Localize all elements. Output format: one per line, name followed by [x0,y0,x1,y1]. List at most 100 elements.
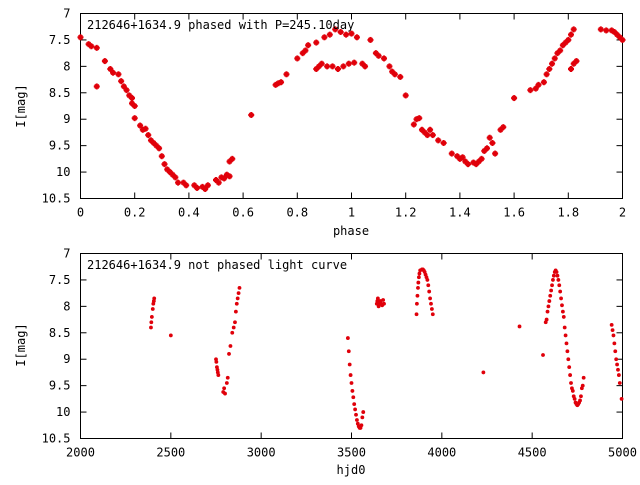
phased-data-point [93,83,100,90]
unphased-data-point [347,362,352,367]
phased-data-point [118,78,125,85]
phased-data-point [492,150,499,157]
phased-data-point [226,173,233,180]
phased-data-point [465,161,472,168]
unphased-plot-title: 212646+1634.9 not phased light curve [87,258,347,272]
unphased-y-tick-label: 10 [56,405,70,419]
phased-data-point [565,36,572,43]
phased-data-point [410,121,417,128]
phased-data-point [416,115,423,122]
unphased-data-point [228,344,233,348]
unphased-data-point [561,315,566,319]
unphased-x-tick-label: 3500 [337,446,366,460]
unphased-data-point [355,418,359,422]
unphased-data-point [581,375,586,380]
phased-data-point [326,31,333,38]
phased-data-point [294,55,301,62]
phased-data-point [158,153,165,160]
phased-data-point [570,26,577,33]
phased-data-point [429,132,436,139]
unphased-data-point [149,320,154,325]
phased-data-point [324,63,331,70]
unphased-data-point [517,324,522,329]
unphased-data-point [555,273,560,278]
unphased-data-point [609,322,614,327]
phased-data-point [302,47,309,54]
phased-data-point [486,134,493,141]
phased-data-point [172,174,179,181]
unphased-data-point [427,289,432,294]
phased-light-curve-panel: 0 0.2 0.4 0.6 0.8 1 1.2 1.4 1.6 1.8 2 7 7.5 8 8.5 9 9.5 1… [14,7,626,239]
unphased-data-point [612,341,617,346]
unphased-data-point [580,383,585,388]
phased-x-tick-label: 1.2 [395,206,417,220]
unphased-data-point [550,283,554,288]
phased-data-point [568,66,575,72]
unphased-data-point [616,373,621,377]
unphased-y-tick-label: 9.5 [49,379,71,393]
phased-data-point [221,175,228,182]
unphased-data-point [611,333,616,338]
unphased-data-point [563,333,568,338]
phased-data-point [478,155,485,162]
phased-data-point [362,63,369,70]
phased-data-point [351,59,358,66]
unphased-data-point [560,303,564,308]
phased-data-point [484,145,490,152]
unphased-data-point [416,275,421,280]
unphased-data-point [230,330,235,335]
phased-data-point [278,79,285,86]
unphased-y-tick-label: 7 [63,247,70,261]
unphased-data-point [429,307,434,311]
unphased-data-point [615,362,619,367]
unphased-data-point [351,395,356,400]
unphased-data-point [168,333,173,338]
phased-data-point [597,26,604,33]
unphased-data-point [233,320,237,325]
unphased-data-point [551,273,556,278]
phased-data-point [156,145,163,152]
unphased-data-point [568,373,573,377]
unphased-data-point [416,285,420,290]
unphased-data-point [616,367,620,372]
unphased-data-point [359,423,364,428]
unphased-data-point [415,301,419,306]
phased-data-point [88,43,95,50]
phased-data-point [283,71,290,78]
unphased-data-point [551,278,555,282]
unphased-data-point [415,293,420,298]
unphased-axis-ticks: 2000 2500 3000 3500 4000 4500 5000 7 7.5 8 8.5 9 9.5… [42,247,637,460]
unphased-data-point [414,312,419,317]
unphased-data-point [545,309,550,314]
unphased-data-point [375,296,380,301]
unphased-y-tick-label: 7.5 [49,273,71,287]
phased-data-point [77,34,84,41]
unphased-data-point [149,315,154,319]
phased-data-point [367,36,374,43]
unphased-data-point [619,396,624,401]
unphased-data-point [233,309,238,314]
phased-data-point [543,71,550,78]
unphased-data-point [546,304,551,309]
phased-data-point [381,55,388,62]
unphased-data-point [578,398,582,403]
unphased-data-point [564,341,569,346]
phased-data-point [435,137,442,144]
phased-plot-title: 212646+1634.9 phased with P=245.10day [87,18,354,32]
phased-data-point [540,79,547,86]
unphased-data-point [352,402,357,407]
phased-data-point [375,52,382,59]
unphased-data-point [346,349,351,354]
unphased-data-points [149,267,624,430]
unphased-data-point [360,415,365,420]
phased-data-point [546,66,553,72]
unphased-x-axis-label: hjd0 [337,463,366,477]
unphased-data-point [481,370,486,375]
unphased-data-point [567,365,572,370]
unphased-data-point [554,270,559,274]
phased-data-point [345,60,352,67]
phased-x-tick-label: 1.6 [503,206,525,220]
unphased-data-point [610,328,615,333]
unphased-data-point [560,309,565,314]
unphased-data-point [548,293,553,298]
